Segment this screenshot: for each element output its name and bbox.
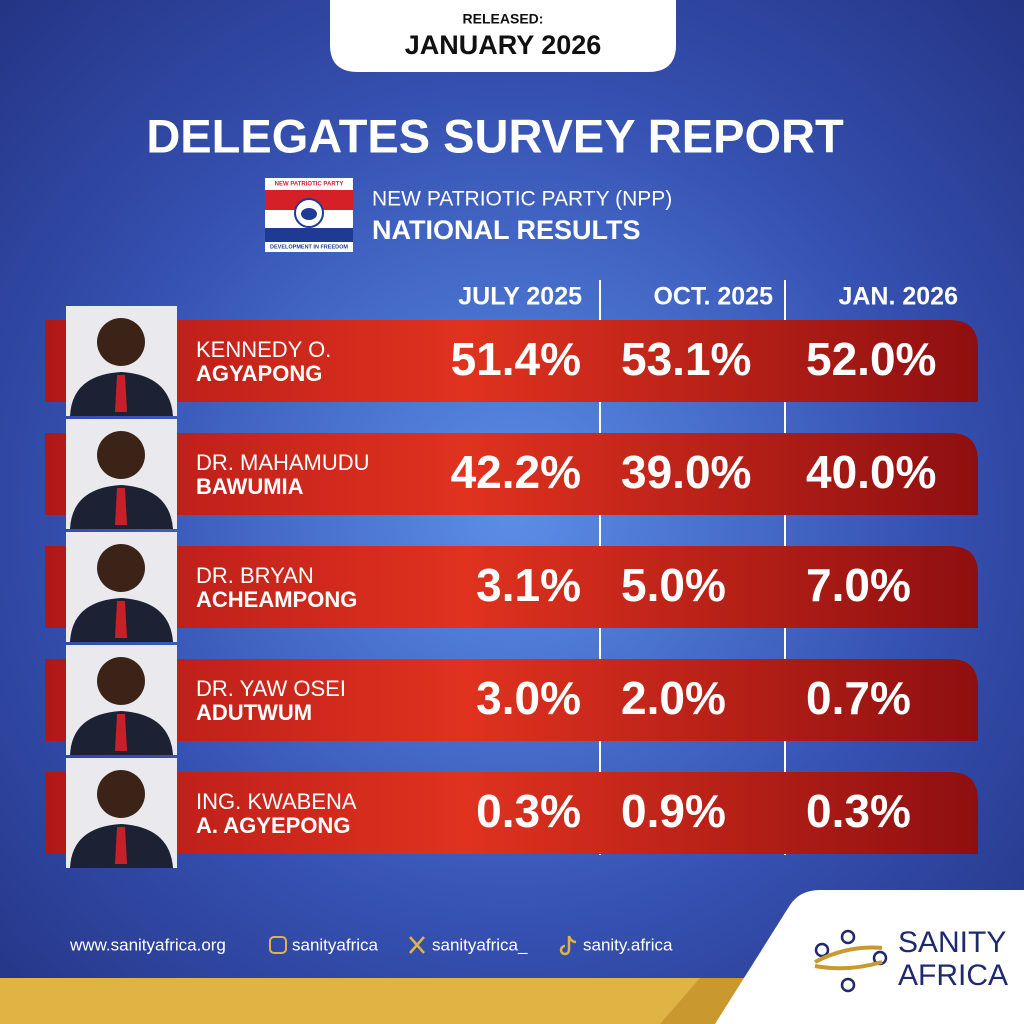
footer-link: sanityafrica [292,935,379,954]
footer-link: sanityafrica_ [432,935,528,954]
footer-link: sanity.africa [583,935,673,954]
photo-head [97,318,145,366]
candidate-name-line2: ADUTWUM [196,700,312,725]
candidate-name-line1: DR. MAHAMUDU [196,450,370,475]
instagram-icon [269,936,287,954]
result-value: 0.9% [621,785,726,837]
photo-tie [115,375,127,412]
candidate-photo [70,431,173,529]
released-label: RELEASED: [463,11,544,27]
photo-tie [115,488,127,525]
logo-top-text: NEW PATRIOTIC PARTY [275,182,344,188]
photo-tie [115,601,127,638]
photo-tie [115,827,127,864]
candidate-name-line1: DR. YAW OSEI [196,676,346,701]
photo-tie [115,714,127,751]
row-bar [45,320,978,402]
release-date: JANUARY 2026 [405,30,602,60]
release-tab [330,0,676,72]
row-bar [45,546,978,628]
table: JULY 2025 OCT. 2025 JAN. 2026 KENNEDY O.AGY… [45,283,978,868]
candidate-name-line2: A. AGYEPONG [196,813,350,838]
candidate-name-line1: KENNEDY O. [196,337,331,362]
logo-bottom-text: DEVELOPMENT IN FREEDOM [270,244,348,250]
result-value: 2.0% [621,672,726,724]
brand-logo [814,929,888,993]
brand-panel [715,890,1024,1024]
brand-line2: AFRICA [898,959,1008,992]
candidate-photo [70,318,173,416]
photo-head [97,770,145,818]
footer-link: www.sanityafrica.org [69,935,226,954]
candidate-photo [70,544,173,642]
party-logo: NEW PATRIOTIC PARTY DEVELOPMENT IN FREED… [265,178,353,252]
column-header: JULY 2025 [458,283,582,311]
candidate-name-line2: AGYAPONG [196,361,322,386]
footer-band-light [0,978,700,1024]
subtitle-line2: NATIONAL RESULTS [372,215,641,245]
result-value: 51.4% [451,333,581,385]
result-value: 3.0% [476,672,581,724]
result-value: 40.0% [806,446,936,498]
result-value: 0.3% [476,785,581,837]
candidate-photo [70,770,173,868]
photo-head [97,657,145,705]
result-value: 52.0% [806,333,936,385]
result-value: 53.1% [621,333,751,385]
column-header: OCT. 2025 [653,283,773,311]
result-value: 42.2% [451,446,581,498]
brand-line1: SANITY [898,926,1006,959]
photo-head [97,431,145,479]
title: DELEGATES SURVEY REPORT [146,109,844,162]
row-bar [45,659,978,741]
candidate-name-line2: BAWUMIA [196,474,304,499]
result-value: 3.1% [476,559,581,611]
result-value: 7.0% [806,559,911,611]
result-value: 0.3% [806,785,911,837]
row-bar [45,772,978,854]
row-bar [45,433,978,515]
candidate-name-line2: ACHEAMPONG [196,587,357,612]
photo-head [97,544,145,592]
result-value: 0.7% [806,672,911,724]
subtitle-line1: NEW PATRIOTIC PARTY (NPP) [372,188,672,211]
candidate-name-line1: ING. KWABENA [196,789,357,814]
x-icon [409,936,425,954]
tiktok-icon [559,935,577,956]
footer-links: www.sanityafrica.org sanityafrica sanityaf… [69,935,673,956]
column-header: JAN. 2026 [838,283,958,311]
candidate-name-line1: DR. BRYAN [196,563,314,588]
result-value: 5.0% [621,559,726,611]
result-value: 39.0% [621,446,751,498]
candidate-photo [70,657,173,755]
